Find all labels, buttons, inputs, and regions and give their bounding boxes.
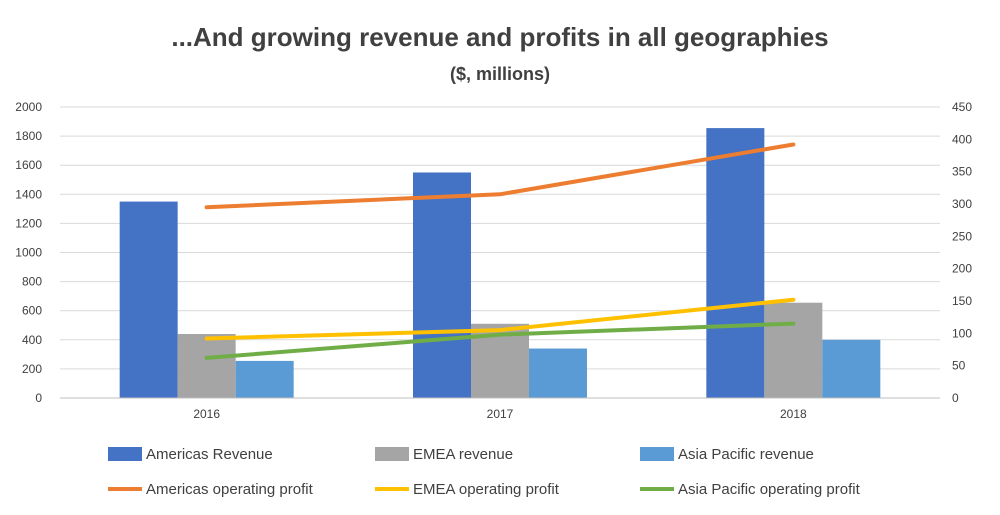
x-tick-label: 2018 [780, 407, 807, 421]
y-right-tick-label: 200 [952, 262, 972, 276]
legend-label: Asia Pacific revenue [678, 446, 814, 463]
bar [177, 333, 236, 398]
y-left-tick-label: 400 [22, 333, 42, 347]
y-right-tick-label: 350 [952, 165, 972, 179]
y-left-tick-label: 600 [22, 304, 42, 318]
y-left-tick-label: 1600 [15, 158, 42, 172]
series-line [204, 321, 796, 360]
profit-lines [204, 142, 796, 360]
bar [529, 348, 587, 398]
y-left-tick-label: 1000 [15, 246, 42, 260]
y-right-tick-label: 0 [952, 391, 959, 405]
legend-swatch [108, 447, 142, 461]
series-line [204, 142, 796, 210]
y-left-tick-label: 1200 [15, 216, 42, 230]
x-tick-label: 2017 [487, 407, 514, 421]
series-line [204, 297, 796, 341]
legend-swatch [375, 447, 409, 461]
chart-title: ...And growing revenue and profits in al… [171, 22, 828, 52]
y-right-tick-label: 450 [952, 100, 972, 114]
x-tick-label: 2016 [193, 407, 220, 421]
y-right-tick-label: 250 [952, 229, 972, 243]
bar [413, 172, 471, 398]
legend-label: EMEA operating profit [413, 481, 560, 498]
legend-label: Asia Pacific operating profit [678, 481, 861, 498]
y-right-tick-label: 400 [952, 132, 972, 146]
chart-subtitle: ($, millions) [450, 64, 550, 84]
bar [235, 360, 294, 398]
y-right-tick-label: 150 [952, 294, 972, 308]
y-left-tick-label: 800 [22, 275, 42, 289]
y-left-tick-label: 200 [22, 362, 42, 376]
bar [706, 128, 765, 398]
axes: 0 200 400 600 800 1000 1200 1400 1600 1800 2000 0 50… [15, 100, 972, 421]
legend-label: Americas operating profit [146, 481, 314, 498]
legend-label: Americas Revenue [146, 446, 273, 463]
bar [119, 201, 178, 398]
y-left-tick-label: 1800 [15, 129, 42, 143]
bar [764, 302, 823, 398]
legend-swatch [640, 447, 674, 461]
y-right-tick-label: 50 [952, 359, 966, 373]
bar [822, 339, 881, 398]
y-right-tick-label: 300 [952, 197, 972, 211]
legend: Americas Revenue EMEA revenue Asia Pacific… [108, 446, 861, 498]
y-left-tick-label: 2000 [15, 100, 42, 114]
legend-label: EMEA revenue [413, 446, 513, 463]
y-left-tick-label: 1400 [15, 187, 42, 201]
y-left-tick-label: 0 [35, 391, 42, 405]
y-right-tick-label: 100 [952, 326, 972, 340]
bars [119, 128, 881, 398]
